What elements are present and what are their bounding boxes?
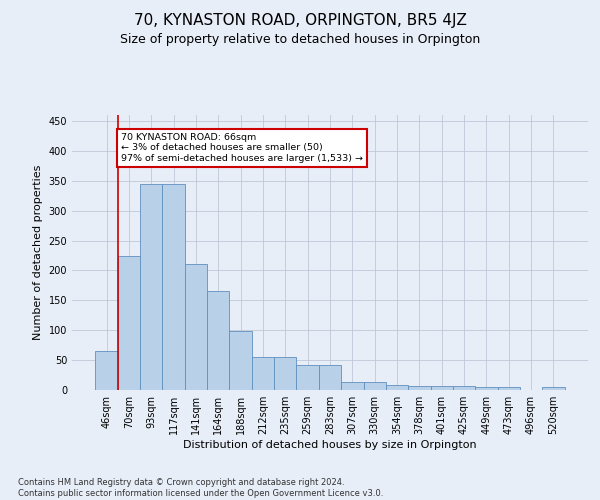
Y-axis label: Number of detached properties: Number of detached properties	[33, 165, 43, 340]
Bar	[296, 365, 319, 390]
Bar	[252, 356, 274, 390]
Bar	[185, 264, 207, 390]
Bar	[207, 292, 229, 390]
Bar	[386, 385, 408, 390]
Bar	[118, 256, 140, 390]
Bar	[364, 382, 386, 390]
Bar	[431, 386, 453, 390]
Text: 70, KYNASTON ROAD, ORPINGTON, BR5 4JZ: 70, KYNASTON ROAD, ORPINGTON, BR5 4JZ	[134, 12, 466, 28]
Bar	[341, 382, 364, 390]
Bar	[497, 387, 520, 390]
Text: Contains HM Land Registry data © Crown copyright and database right 2024.
Contai: Contains HM Land Registry data © Crown c…	[18, 478, 383, 498]
Bar	[408, 386, 431, 390]
Bar	[95, 351, 118, 390]
Bar	[140, 184, 163, 390]
Bar	[542, 387, 565, 390]
Bar	[453, 386, 475, 390]
Bar	[475, 387, 497, 390]
Text: Size of property relative to detached houses in Orpington: Size of property relative to detached ho…	[120, 32, 480, 46]
Bar	[229, 331, 252, 390]
Bar	[274, 356, 296, 390]
Bar	[163, 184, 185, 390]
X-axis label: Distribution of detached houses by size in Orpington: Distribution of detached houses by size …	[183, 440, 477, 450]
Bar	[319, 365, 341, 390]
Text: 70 KYNASTON ROAD: 66sqm
← 3% of detached houses are smaller (50)
97% of semi-det: 70 KYNASTON ROAD: 66sqm ← 3% of detached…	[121, 133, 363, 162]
